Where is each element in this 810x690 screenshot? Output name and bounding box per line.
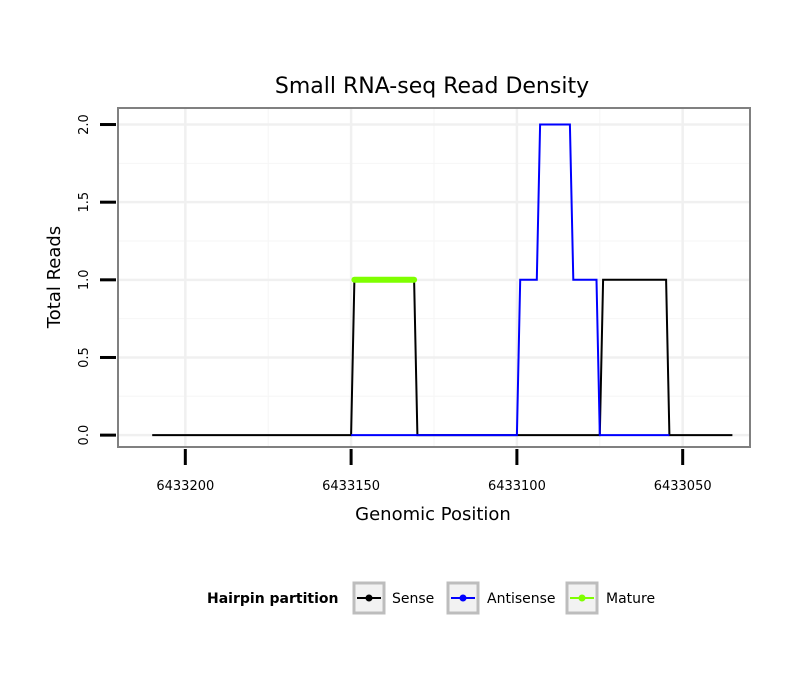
- x-tick-label-2: 6433100: [488, 479, 546, 494]
- y-tick-label-3: 1.5: [77, 192, 92, 213]
- x-tick-label-1: 6433150: [322, 479, 380, 494]
- legend-key-point-mature: [578, 594, 586, 602]
- chart-title: Small RNA-seq Read Density: [275, 74, 589, 99]
- y-tick-label-1: 0.5: [77, 347, 92, 368]
- x-axis-title: Genomic Position: [355, 504, 511, 525]
- legend-key-point-sense: [365, 594, 373, 602]
- x-tick-label-0: 6433200: [156, 479, 214, 494]
- x-tick-label-3: 6433050: [654, 479, 712, 494]
- y-tick-label-0: 0.0: [77, 425, 92, 446]
- y-tick-label-4: 2.0: [77, 114, 92, 135]
- plot-panel-border: [117, 107, 751, 448]
- legend-keys: Sense Antisense Mature: [352, 581, 655, 615]
- legend-label-antisense: Antisense: [487, 591, 556, 607]
- y-tick-label-2: 1.0: [77, 269, 92, 290]
- legend: Hairpin partition Sense Antisense Mature: [207, 581, 655, 615]
- series-line-antisense: [351, 123, 670, 437]
- y-axis: 0.0 0.5 1.0 1.5 2.0: [77, 114, 116, 445]
- legend-title: Hairpin partition: [207, 591, 338, 607]
- series-layer: [152, 123, 733, 437]
- legend-label-sense: Sense: [392, 591, 434, 607]
- legend-key-point-antisense: [459, 594, 467, 602]
- x-axis: 6433200 6433150 6433100 6433050: [156, 449, 712, 494]
- y-axis-title: Total Reads: [44, 226, 65, 329]
- legend-label-mature: Mature: [606, 591, 655, 607]
